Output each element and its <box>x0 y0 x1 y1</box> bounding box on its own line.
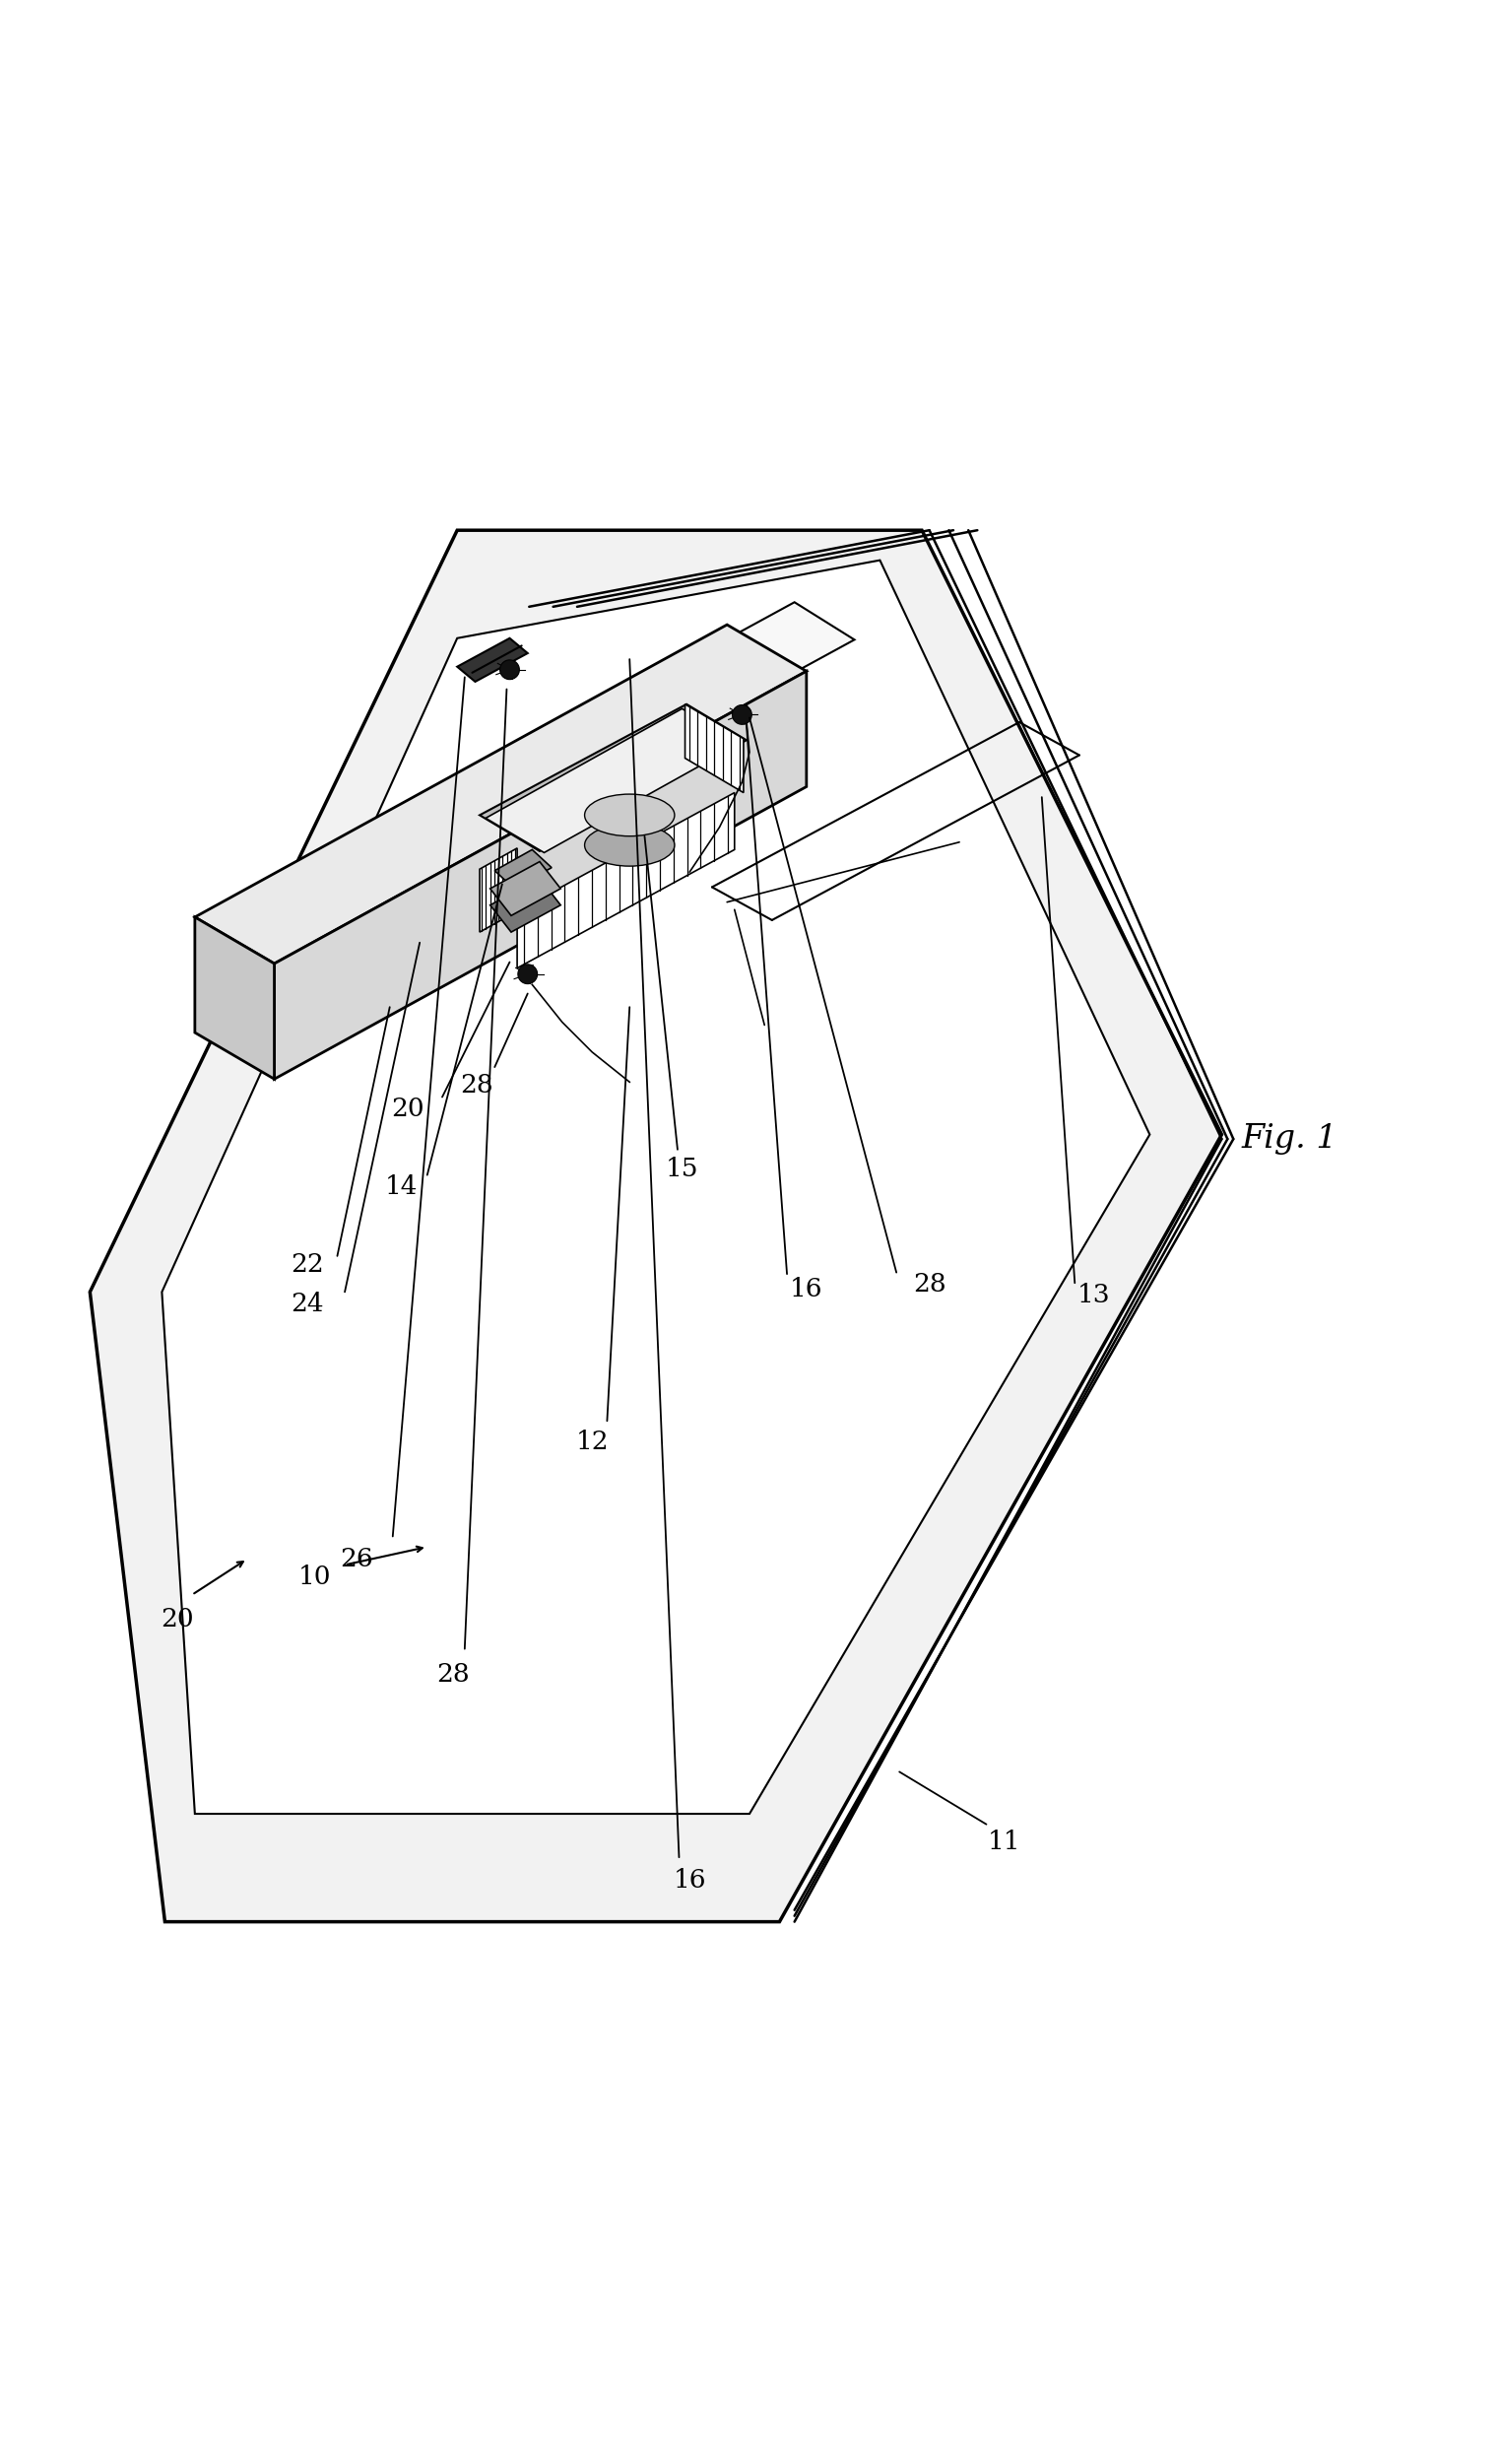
Text: 28: 28 <box>460 1072 493 1096</box>
Polygon shape <box>162 559 1150 1814</box>
Text: 14: 14 <box>385 1175 418 1200</box>
Polygon shape <box>480 848 517 931</box>
Text: 11: 11 <box>988 1831 1021 1855</box>
Polygon shape <box>457 638 528 683</box>
Polygon shape <box>300 601 854 909</box>
Polygon shape <box>195 917 274 1079</box>
Polygon shape <box>480 705 747 850</box>
Text: 28: 28 <box>436 1663 469 1688</box>
Circle shape <box>501 660 520 680</box>
Text: 16: 16 <box>673 1868 706 1892</box>
Polygon shape <box>495 867 552 904</box>
Polygon shape <box>495 850 552 890</box>
Text: 20: 20 <box>391 1096 424 1121</box>
Text: 22: 22 <box>291 1252 324 1276</box>
Text: 12: 12 <box>576 1429 609 1454</box>
Text: 15: 15 <box>666 1156 699 1180</box>
Polygon shape <box>195 626 806 963</box>
Polygon shape <box>517 793 735 968</box>
Text: 26: 26 <box>340 1547 373 1572</box>
Polygon shape <box>90 530 1222 1922</box>
Polygon shape <box>490 862 561 917</box>
Text: 28: 28 <box>913 1271 946 1296</box>
Polygon shape <box>685 705 744 793</box>
Polygon shape <box>274 670 806 1079</box>
Circle shape <box>517 963 537 983</box>
Polygon shape <box>486 710 741 853</box>
Ellipse shape <box>585 823 675 867</box>
Polygon shape <box>490 877 561 931</box>
Circle shape <box>732 705 752 724</box>
Text: Fig. 1: Fig. 1 <box>1241 1124 1337 1156</box>
Text: 20: 20 <box>160 1607 193 1631</box>
Text: 10: 10 <box>298 1565 331 1589</box>
Text: 24: 24 <box>291 1291 324 1316</box>
Ellipse shape <box>585 793 675 835</box>
Text: 16: 16 <box>790 1276 823 1301</box>
Text: 13: 13 <box>1078 1284 1111 1308</box>
